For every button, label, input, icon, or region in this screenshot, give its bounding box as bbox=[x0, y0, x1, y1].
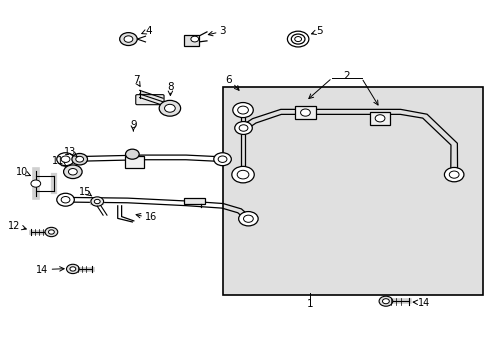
Circle shape bbox=[190, 36, 198, 42]
Text: 5: 5 bbox=[316, 26, 322, 36]
Circle shape bbox=[70, 267, 76, 271]
FancyArrowPatch shape bbox=[142, 95, 160, 101]
Circle shape bbox=[378, 296, 392, 306]
Text: 1: 1 bbox=[306, 299, 313, 309]
Circle shape bbox=[231, 166, 254, 183]
Circle shape bbox=[31, 180, 41, 187]
Circle shape bbox=[294, 37, 301, 41]
Bar bbox=[369, 112, 389, 125]
Circle shape bbox=[291, 34, 305, 44]
Circle shape bbox=[125, 149, 139, 159]
Text: 10: 10 bbox=[16, 167, 28, 177]
Text: 3: 3 bbox=[218, 26, 225, 36]
Text: 12: 12 bbox=[8, 221, 20, 231]
Text: 15: 15 bbox=[79, 187, 92, 197]
Text: 11: 11 bbox=[52, 156, 64, 166]
Text: 7: 7 bbox=[133, 75, 139, 85]
Circle shape bbox=[164, 104, 175, 112]
Bar bbox=[183, 198, 205, 204]
Bar bbox=[183, 35, 198, 45]
FancyBboxPatch shape bbox=[136, 95, 163, 105]
Circle shape bbox=[63, 165, 82, 179]
Circle shape bbox=[61, 156, 70, 162]
Text: 14: 14 bbox=[36, 265, 48, 275]
Circle shape bbox=[239, 125, 247, 131]
Circle shape bbox=[213, 153, 231, 166]
Text: 16: 16 bbox=[144, 212, 157, 222]
Circle shape bbox=[48, 230, 54, 234]
Circle shape bbox=[66, 264, 79, 274]
Circle shape bbox=[237, 170, 248, 179]
Circle shape bbox=[124, 36, 133, 42]
Text: 14: 14 bbox=[417, 298, 429, 308]
Circle shape bbox=[234, 122, 252, 134]
Circle shape bbox=[448, 171, 458, 178]
Text: 2: 2 bbox=[343, 71, 349, 81]
Circle shape bbox=[232, 103, 253, 118]
Text: 9: 9 bbox=[130, 120, 136, 130]
Circle shape bbox=[243, 215, 253, 222]
Circle shape bbox=[374, 115, 384, 122]
Circle shape bbox=[444, 167, 463, 182]
Circle shape bbox=[76, 156, 83, 162]
Circle shape bbox=[72, 153, 87, 165]
Circle shape bbox=[120, 33, 137, 45]
Bar bbox=[222, 87, 483, 295]
Circle shape bbox=[57, 193, 74, 206]
Circle shape bbox=[45, 227, 58, 237]
Circle shape bbox=[218, 156, 226, 162]
Circle shape bbox=[237, 106, 248, 114]
Circle shape bbox=[238, 212, 258, 226]
Bar bbox=[295, 106, 315, 120]
Circle shape bbox=[300, 109, 310, 116]
Circle shape bbox=[68, 168, 77, 175]
Circle shape bbox=[57, 153, 74, 166]
Bar bbox=[125, 156, 143, 168]
Text: 8: 8 bbox=[167, 82, 173, 93]
Circle shape bbox=[159, 100, 180, 116]
Circle shape bbox=[91, 197, 103, 206]
Text: 6: 6 bbox=[225, 75, 232, 85]
Circle shape bbox=[61, 197, 70, 203]
Circle shape bbox=[94, 199, 100, 204]
Text: 13: 13 bbox=[64, 147, 77, 157]
Circle shape bbox=[382, 299, 388, 304]
Text: 4: 4 bbox=[145, 26, 151, 36]
Circle shape bbox=[287, 31, 308, 47]
